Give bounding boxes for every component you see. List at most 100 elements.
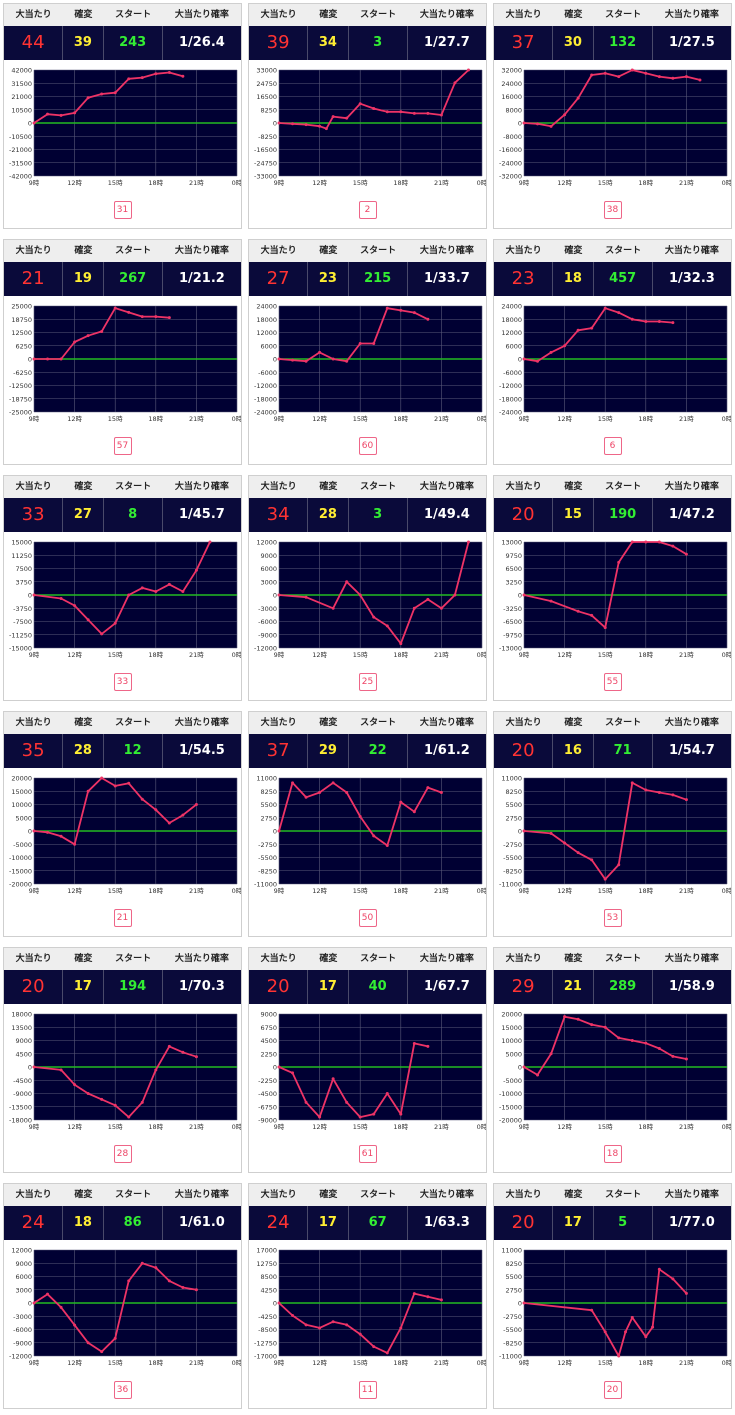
- machine-number-link[interactable]: 53: [603, 909, 622, 927]
- x-tick-label: 0時: [477, 179, 486, 187]
- y-tick-label: -17000: [254, 1353, 277, 1361]
- stat-kakuhen: 21: [553, 970, 594, 1004]
- data-point: [358, 1115, 362, 1119]
- y-tick-label: 6000: [15, 1273, 32, 1281]
- x-tick-label: 18時: [393, 179, 408, 187]
- stats-header: 大当たり 確変 スタート 大当たり確率: [4, 4, 241, 26]
- x-tick-label: 9時: [29, 1359, 40, 1367]
- stats-row: 21 19 267 1/21.2: [4, 262, 241, 296]
- machine-number-link[interactable]: 50: [358, 909, 377, 927]
- y-tick-label: -11000: [499, 881, 522, 889]
- y-tick-label: 0: [518, 120, 522, 128]
- stat-start: 5: [594, 1206, 653, 1240]
- y-tick-label: 3750: [15, 578, 32, 586]
- y-tick-label: -5000: [503, 1077, 522, 1085]
- machine-number-link[interactable]: 21: [113, 909, 132, 927]
- x-tick-label: 18時: [148, 415, 163, 423]
- machine-number-link[interactable]: 61: [358, 1145, 377, 1163]
- data-point: [73, 604, 77, 608]
- machine-number-link[interactable]: 11: [358, 1381, 377, 1399]
- data-point: [358, 593, 362, 597]
- x-tick-label: 15時: [353, 415, 368, 423]
- y-tick-label: -12000: [9, 1353, 32, 1361]
- data-point: [522, 829, 526, 833]
- machine-number-link[interactable]: 20: [603, 1381, 622, 1399]
- y-tick-label: 11000: [501, 775, 522, 783]
- stat-start: 71: [594, 734, 653, 768]
- header-kakuhen: 確変: [74, 10, 93, 20]
- y-tick-label: -2750: [258, 841, 277, 849]
- machine-card: 大当たり 確変 スタート 大当たり確率 20 16 71 1/54.7 11000 8250 550…: [493, 711, 732, 937]
- y-tick-label: 8250: [260, 788, 277, 796]
- data-point: [140, 1100, 144, 1104]
- machine-number-link[interactable]: 25: [358, 673, 377, 691]
- x-tick-label: 21時: [679, 179, 694, 187]
- stats-header: 大当たり 確変 スタート 大当たり確率: [249, 476, 486, 498]
- y-tick-label: -3250: [503, 605, 522, 613]
- stat-start: 132: [594, 26, 653, 60]
- header-big-hits: 大当たり: [260, 10, 297, 20]
- y-tick-label: 4500: [260, 1037, 277, 1045]
- machine-number-link[interactable]: 38: [603, 201, 622, 219]
- stat-kakuhen: 27: [63, 498, 104, 532]
- x-tick-label: 0時: [232, 1359, 241, 1367]
- machine-number-link[interactable]: 60: [358, 437, 377, 455]
- data-point: [399, 800, 403, 804]
- data-point: [453, 593, 457, 597]
- x-tick-label: 21時: [434, 179, 449, 187]
- header-kakuhen: 確変: [564, 10, 583, 20]
- machine-number-link[interactable]: 18: [603, 1145, 622, 1163]
- stat-kakuhen: 23: [308, 262, 349, 296]
- data-point: [59, 113, 63, 117]
- data-point: [412, 1292, 416, 1296]
- y-tick-label: 6000: [260, 565, 277, 573]
- machine-number-link[interactable]: 2: [358, 201, 377, 219]
- y-tick-label: -3750: [13, 605, 32, 613]
- x-tick-label: 12時: [312, 179, 327, 187]
- header-big-hits: 大当たり: [260, 954, 297, 964]
- y-tick-label: 31500: [11, 80, 32, 88]
- x-tick-label: 0時: [722, 887, 731, 895]
- y-tick-label: -16000: [499, 146, 522, 154]
- header-start: スタート: [360, 718, 397, 728]
- data-point: [331, 1077, 335, 1081]
- y-tick-label: 2750: [260, 814, 277, 822]
- y-tick-label: -9750: [503, 631, 522, 639]
- stats-header: 大当たり 確変 スタート 大当たり確率: [494, 1184, 731, 1206]
- data-point: [590, 858, 594, 862]
- y-tick-label: 9750: [505, 552, 522, 560]
- stat-big-hits: 37: [249, 734, 309, 768]
- series-line: [33, 71, 184, 124]
- data-point: [522, 357, 526, 361]
- y-tick-label: 8000: [505, 106, 522, 114]
- x-tick-label: 0時: [232, 887, 241, 895]
- machine-number-link[interactable]: 57: [113, 437, 132, 455]
- data-point: [657, 540, 661, 544]
- y-tick-label: 0: [273, 120, 277, 128]
- header-kakuhen: 確変: [319, 718, 338, 728]
- x-tick-label: 15時: [108, 887, 123, 895]
- data-point: [127, 1279, 131, 1283]
- x-tick-label: 0時: [477, 651, 486, 659]
- machine-number-link[interactable]: 6: [603, 437, 622, 455]
- machine-number-link[interactable]: 33: [113, 673, 132, 691]
- data-point: [426, 597, 430, 601]
- machine-number-link[interactable]: 55: [603, 673, 622, 691]
- machine-number-link[interactable]: 31: [113, 201, 132, 219]
- data-point: [385, 843, 389, 847]
- machine-number-link[interactable]: 36: [113, 1381, 132, 1399]
- y-tick-label: -2750: [503, 1313, 522, 1321]
- data-point: [277, 357, 281, 361]
- header-big-hits: 大当たり: [505, 482, 542, 492]
- x-tick-label: 18時: [148, 1123, 163, 1131]
- data-point: [399, 1112, 403, 1116]
- data-point: [385, 1092, 389, 1095]
- data-point: [140, 76, 144, 80]
- machine-number-link[interactable]: 28: [113, 1145, 132, 1163]
- data-point: [113, 621, 117, 625]
- data-point: [399, 1326, 403, 1330]
- data-point: [181, 74, 185, 78]
- x-tick-label: 18時: [638, 651, 653, 659]
- header-big-hits: 大当たり: [15, 954, 52, 964]
- stat-probability: 1/47.2: [668, 507, 715, 522]
